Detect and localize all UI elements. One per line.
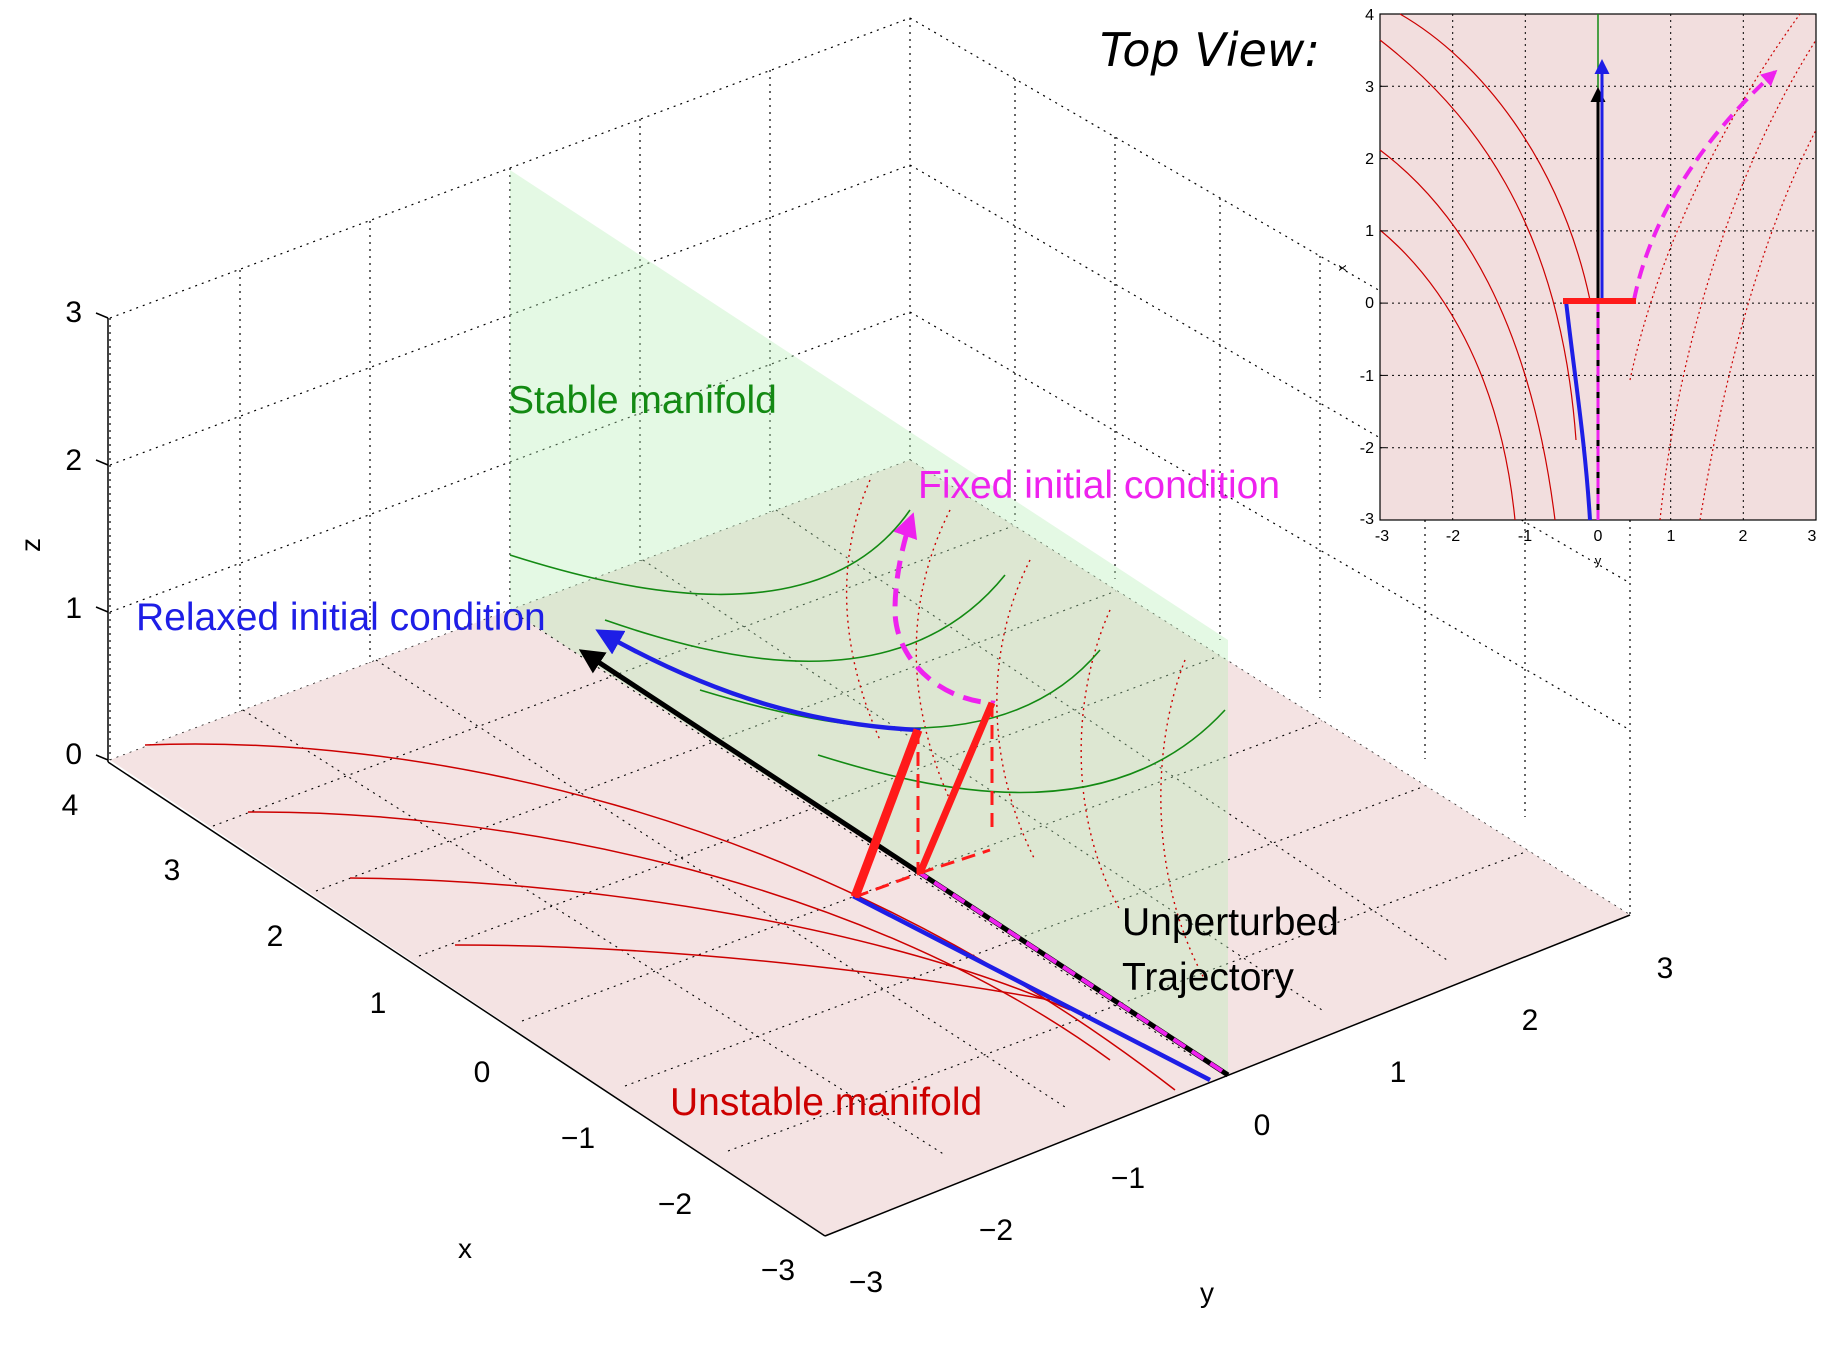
main-3d-plot: 3 2 1 0 4 3 2 1 0 −1 −2 −3 −3 −2 −1 0 1 … (15, 17, 1673, 1308)
inset-x-axis-label: x (1334, 264, 1349, 271)
z-tick: 2 (65, 444, 82, 477)
inset-x-tick: 4 (1365, 7, 1374, 24)
relaxed-initial-condition-label: Relaxed initial condition (136, 596, 546, 639)
x-tick: 3 (164, 854, 181, 887)
inset-y-tick: -2 (1446, 528, 1460, 545)
fixed-trajectory-base (918, 871, 1224, 1073)
inset-y-tick: 0 (1594, 528, 1603, 545)
inset-x-tick: 1 (1365, 223, 1374, 240)
axis-lines (95, 312, 1631, 1237)
inset-y-tick: 3 (1808, 528, 1817, 545)
stable-manifold-label: Stable manifold (508, 379, 777, 422)
inset-y-tick-labels: -3 -2 -1 0 1 2 3 (1375, 528, 1817, 545)
z-tick: 3 (65, 296, 82, 329)
unperturbed-trajectory-label-line1: Unperturbed (1122, 901, 1339, 944)
inset-x-tick: -3 (1360, 511, 1374, 528)
inset-y-tick: -1 (1518, 528, 1532, 545)
inset-y-tick: 2 (1739, 528, 1748, 545)
perturbation-vectors (850, 701, 996, 899)
inset-y-axis-label: y (1595, 553, 1602, 568)
inset-x-tick: 3 (1365, 79, 1374, 96)
fixed-trajectory (892, 512, 996, 874)
y-tick: −2 (979, 1214, 1013, 1247)
y-tick: −1 (1111, 1162, 1145, 1195)
inset-x-tick: -2 (1360, 440, 1374, 457)
top-view-inset: Top View: (1100, 7, 1817, 568)
relaxed-trajectory (595, 629, 1212, 1082)
y-axis-label: y (1200, 1277, 1214, 1308)
y-tick: −3 (849, 1266, 883, 1299)
z-tick: 0 (65, 738, 82, 771)
y-tick: 2 (1522, 1004, 1539, 1037)
x-tick: 4 (62, 789, 79, 822)
unperturbed-trajectory-label-line2: Trajectory (1122, 956, 1294, 999)
inset-x-tick: 0 (1365, 295, 1374, 312)
z-tick: 1 (65, 592, 82, 625)
inset-x-tick: -1 (1360, 368, 1374, 385)
x-tick: 0 (474, 1056, 491, 1089)
inset-unstable-dotted-curves (1629, 13, 1817, 521)
x-tick: −2 (658, 1188, 692, 1221)
inset-ticks (1380, 13, 1386, 521)
x-tick-labels: 4 3 2 1 0 −1 −2 −3 (62, 789, 795, 1287)
inset-y-tick: -3 (1375, 528, 1389, 545)
y-tick: 3 (1657, 952, 1674, 985)
y-tick: 0 (1254, 1109, 1271, 1142)
z-axis-label: z (15, 538, 46, 552)
x-tick: 2 (267, 920, 284, 953)
inset-x-tick: 2 (1365, 151, 1374, 168)
x-axis-label: x (458, 1233, 472, 1264)
inset-x-tick-labels: 4 3 2 1 0 -1 -2 -3 (1360, 7, 1374, 528)
inset-fixed-trajectory (1632, 69, 1778, 301)
unstable-dotted-curves (845, 479, 1206, 981)
y-tick: 1 (1390, 1056, 1407, 1089)
x-tick: −1 (561, 1122, 595, 1155)
inset-unstable-curves (1379, 13, 1591, 521)
unstable-manifold-label: Unstable manifold (670, 1081, 982, 1124)
inset-y-tick: 1 (1667, 528, 1676, 545)
fixed-initial-condition-label: Fixed initial condition (918, 464, 1280, 507)
x-tick: −3 (761, 1254, 795, 1287)
x-tick: 1 (370, 987, 387, 1020)
stable-manifold-plane (510, 170, 1228, 1075)
y-tick-labels: −3 −2 −1 0 1 2 3 (849, 952, 1673, 1299)
top-view-title: Top View: (1100, 23, 1320, 77)
z-tick-labels: 3 2 1 0 (65, 296, 82, 771)
inset-relaxed-trajectory (1564, 300, 1592, 521)
